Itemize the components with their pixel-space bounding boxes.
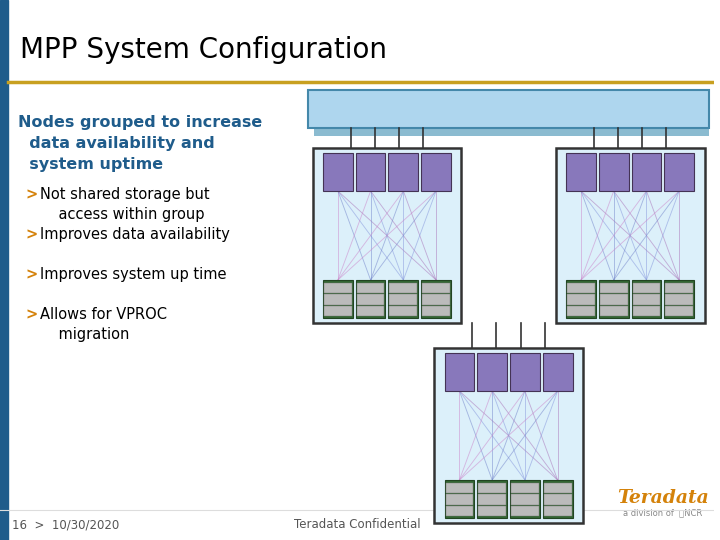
Text: >: >: [26, 227, 38, 242]
FancyBboxPatch shape: [478, 483, 506, 494]
FancyBboxPatch shape: [434, 348, 583, 523]
FancyBboxPatch shape: [511, 483, 539, 494]
FancyBboxPatch shape: [446, 505, 473, 516]
FancyBboxPatch shape: [478, 505, 506, 516]
FancyBboxPatch shape: [356, 280, 385, 318]
Text: a division of  ⓃNCR: a division of ⓃNCR: [624, 509, 703, 517]
FancyBboxPatch shape: [543, 480, 572, 518]
FancyBboxPatch shape: [631, 153, 662, 191]
FancyBboxPatch shape: [600, 283, 628, 293]
FancyBboxPatch shape: [600, 294, 628, 305]
FancyBboxPatch shape: [556, 148, 704, 323]
FancyBboxPatch shape: [389, 153, 418, 191]
FancyBboxPatch shape: [446, 483, 473, 494]
FancyBboxPatch shape: [422, 283, 450, 293]
FancyBboxPatch shape: [313, 98, 709, 136]
FancyBboxPatch shape: [390, 306, 418, 316]
FancyBboxPatch shape: [324, 283, 352, 293]
FancyBboxPatch shape: [511, 494, 539, 505]
FancyBboxPatch shape: [477, 480, 507, 518]
FancyBboxPatch shape: [633, 294, 660, 305]
FancyBboxPatch shape: [307, 90, 709, 128]
FancyBboxPatch shape: [510, 480, 540, 518]
Text: Allows for VPROC
    migration: Allows for VPROC migration: [40, 307, 167, 342]
FancyBboxPatch shape: [543, 353, 572, 391]
Text: MPP System Configuration: MPP System Configuration: [20, 36, 387, 64]
FancyBboxPatch shape: [446, 494, 473, 505]
FancyBboxPatch shape: [566, 280, 596, 318]
FancyBboxPatch shape: [422, 306, 450, 316]
FancyBboxPatch shape: [544, 494, 572, 505]
FancyBboxPatch shape: [511, 505, 539, 516]
Bar: [0, 0, 8, 540]
FancyBboxPatch shape: [477, 353, 507, 391]
FancyBboxPatch shape: [444, 353, 474, 391]
Text: Nodes grouped to increase
  data availability and
  system uptime: Nodes grouped to increase data availabil…: [18, 115, 262, 172]
FancyBboxPatch shape: [444, 480, 474, 518]
FancyBboxPatch shape: [390, 294, 418, 305]
FancyBboxPatch shape: [356, 153, 385, 191]
Bar: [8, 0, 714, 80]
FancyBboxPatch shape: [665, 283, 693, 293]
FancyBboxPatch shape: [510, 353, 540, 391]
FancyBboxPatch shape: [633, 306, 660, 316]
FancyBboxPatch shape: [665, 153, 694, 191]
FancyBboxPatch shape: [356, 306, 384, 316]
Text: Improves data availability: Improves data availability: [40, 227, 230, 242]
FancyBboxPatch shape: [356, 294, 384, 305]
Text: >: >: [26, 267, 38, 282]
FancyBboxPatch shape: [323, 280, 353, 318]
FancyBboxPatch shape: [324, 294, 352, 305]
FancyBboxPatch shape: [356, 283, 384, 293]
FancyBboxPatch shape: [421, 280, 451, 318]
FancyBboxPatch shape: [599, 280, 629, 318]
Text: >: >: [26, 187, 38, 202]
FancyBboxPatch shape: [600, 306, 628, 316]
FancyBboxPatch shape: [422, 294, 450, 305]
FancyBboxPatch shape: [323, 153, 353, 191]
FancyBboxPatch shape: [567, 283, 595, 293]
FancyBboxPatch shape: [567, 306, 595, 316]
FancyBboxPatch shape: [544, 505, 572, 516]
FancyBboxPatch shape: [389, 280, 418, 318]
FancyBboxPatch shape: [665, 294, 693, 305]
FancyBboxPatch shape: [665, 280, 694, 318]
FancyBboxPatch shape: [544, 483, 572, 494]
FancyBboxPatch shape: [633, 283, 660, 293]
Text: >: >: [26, 307, 38, 322]
Text: Teradata Confidential: Teradata Confidential: [294, 518, 420, 531]
Text: Not shared storage but
    access within group: Not shared storage but access within gro…: [40, 187, 210, 222]
FancyBboxPatch shape: [324, 306, 352, 316]
FancyBboxPatch shape: [312, 148, 462, 323]
FancyBboxPatch shape: [567, 294, 595, 305]
Text: Improves system up time: Improves system up time: [40, 267, 226, 282]
FancyBboxPatch shape: [566, 153, 596, 191]
FancyBboxPatch shape: [421, 153, 451, 191]
Text: Teradata: Teradata: [617, 489, 708, 507]
FancyBboxPatch shape: [665, 306, 693, 316]
Text: 16  >  10/30/2020: 16 > 10/30/2020: [12, 518, 119, 531]
FancyBboxPatch shape: [390, 283, 418, 293]
FancyBboxPatch shape: [599, 153, 629, 191]
FancyBboxPatch shape: [631, 280, 662, 318]
FancyBboxPatch shape: [478, 494, 506, 505]
